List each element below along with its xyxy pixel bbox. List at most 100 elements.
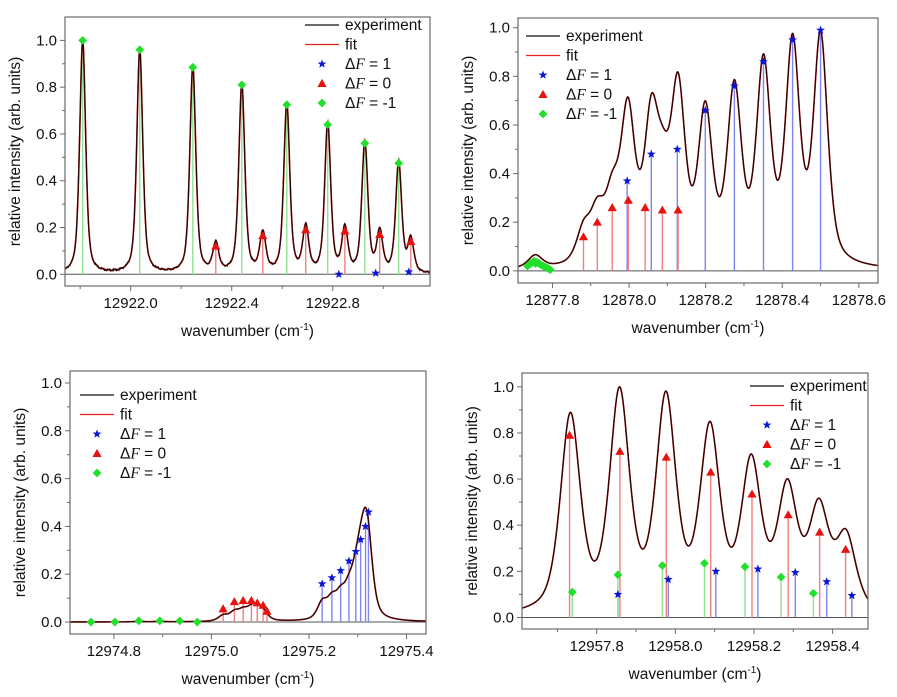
y-tick-label: 0.0 <box>41 614 62 631</box>
panel-top-right: 0.0 0.2 0.4 0.6 0.8 1.0 12877.8 12878.0 12878.2 1… <box>460 17 886 337</box>
plot-area <box>518 25 878 275</box>
marker-df0 <box>592 217 602 226</box>
marker-df1 <box>327 573 337 582</box>
legend-label: experiment <box>566 28 643 45</box>
y-tick-label: 0.6 <box>41 471 62 488</box>
marker-dfm1 <box>86 617 96 627</box>
experiment-line <box>65 40 430 274</box>
x-tick-label: 12975.0 <box>184 643 238 660</box>
marker-dfm1 <box>613 570 623 580</box>
legend-marker-dfm1 <box>92 468 102 478</box>
y-tick-label: 0.0 <box>493 609 514 626</box>
x-tick-label: 12878.4 <box>755 292 809 309</box>
legend-marker-dfm1 <box>538 109 548 119</box>
y-tick-label: 0.8 <box>41 423 62 440</box>
marker-df1 <box>317 579 327 588</box>
legend-dfm1: ΔF = -1 <box>317 95 396 112</box>
marker-df1 <box>672 144 682 154</box>
y-tick-label: 0.8 <box>493 425 514 442</box>
legend-marker-dfm1 <box>762 459 772 469</box>
marker-dfm1 <box>545 265 555 275</box>
x-tick-label: 12878.2 <box>679 292 733 309</box>
x-tick-label: 12975.2 <box>282 643 336 660</box>
marker-dfm1 <box>808 588 818 598</box>
y-axis-title: relative intensity (arb. units) <box>7 57 24 247</box>
marker-dfm1 <box>394 158 404 168</box>
legend-marker-df0 <box>92 448 102 457</box>
x-axis-title: wavenumber (cm-1) <box>631 319 765 337</box>
legend-label: ΔF = 1 <box>566 67 612 84</box>
legend: experiment fit ΔF = 1 ΔF = 0 ΔF = -1 <box>80 387 197 482</box>
legend-marker-df1 <box>317 59 327 68</box>
legend-experiment: experiment <box>526 28 643 45</box>
legend-df1: ΔF = 1 <box>762 417 836 434</box>
plot-frame <box>521 372 869 630</box>
x-tick-label: 12877.8 <box>525 292 579 309</box>
legend-label: fit <box>566 48 579 65</box>
legend-fit: fit <box>526 48 579 65</box>
x-tick-label: 12975.4 <box>379 643 433 660</box>
marker-df1 <box>663 574 673 584</box>
plot-area <box>522 385 868 618</box>
plot-frame <box>517 17 879 284</box>
marker-df0 <box>615 446 625 455</box>
marker-dfm1 <box>135 45 145 55</box>
legend-df0: ΔF = 0 <box>92 446 166 463</box>
legend-dfm1: ΔF = -1 <box>538 106 617 123</box>
marker-df0 <box>229 597 239 606</box>
experiment-line <box>518 29 878 268</box>
legend-label: fit <box>790 398 803 415</box>
plot-frame <box>64 16 431 287</box>
marker-df1 <box>356 534 366 544</box>
marker-df1 <box>816 25 825 34</box>
x-axis-title: wavenumber (cm-1) <box>628 665 762 683</box>
marker-df0 <box>258 231 268 240</box>
marker-df0 <box>661 452 671 461</box>
marker-df1 <box>822 577 832 586</box>
legend: experiment fit ΔF = 1 ΔF = 0 ΔF = -1 <box>750 378 867 473</box>
y-axis-title: relative intensity (arb. units) <box>464 406 481 596</box>
y-tick-label: 1.0 <box>36 32 57 49</box>
marker-df1 <box>711 566 721 576</box>
marker-df1 <box>847 590 857 600</box>
marker-df1 <box>334 269 344 279</box>
marker-df0 <box>218 604 228 613</box>
x-axis-title: wavenumber (cm-1) <box>180 322 314 340</box>
y-tick-label: 0.2 <box>41 566 62 583</box>
x-tick-label: 12958.2 <box>727 638 781 655</box>
legend-label: experiment <box>120 387 197 404</box>
marker-dfm1 <box>776 572 786 582</box>
marker-df0 <box>623 195 633 204</box>
y-tick-label: 0.4 <box>489 166 510 183</box>
legend-label: experiment <box>345 17 422 34</box>
legend-experiment: experiment <box>80 387 197 404</box>
marker-df0 <box>238 595 248 604</box>
y-tick-label: 0.2 <box>489 214 510 231</box>
y-axis-title: relative intensity (arb. units) <box>460 56 477 246</box>
legend-experiment: experiment <box>305 17 422 34</box>
legend-fit: fit <box>750 398 803 415</box>
marker-df0 <box>252 598 262 607</box>
x-axis-title: wavenumber (cm-1) <box>181 670 315 688</box>
marker-df0 <box>301 225 311 234</box>
y-tick-label: 0.6 <box>36 126 57 143</box>
marker-df0 <box>673 205 683 214</box>
x-tick-label: 12922.8 <box>306 295 360 312</box>
y-tick-label: 0.6 <box>493 471 514 488</box>
marker-dfm1 <box>282 100 292 110</box>
marker-df1 <box>344 556 354 565</box>
marker-df1 <box>646 149 656 158</box>
y-tick-label: 0.4 <box>41 518 62 535</box>
marker-df1 <box>753 564 763 573</box>
marker-df1 <box>361 521 370 531</box>
marker-df1 <box>759 57 768 66</box>
legend-df1: ΔF = 1 <box>317 56 391 73</box>
legend-df1: ΔF = 1 <box>92 426 166 443</box>
y-tick-label: 0.0 <box>36 266 57 283</box>
x-tick-label: 12878.6 <box>832 292 886 309</box>
marker-dfm1 <box>740 562 750 572</box>
marker-df0 <box>607 203 617 212</box>
y-tick-label: 1.0 <box>493 379 514 396</box>
legend-df0: ΔF = 0 <box>762 437 836 454</box>
